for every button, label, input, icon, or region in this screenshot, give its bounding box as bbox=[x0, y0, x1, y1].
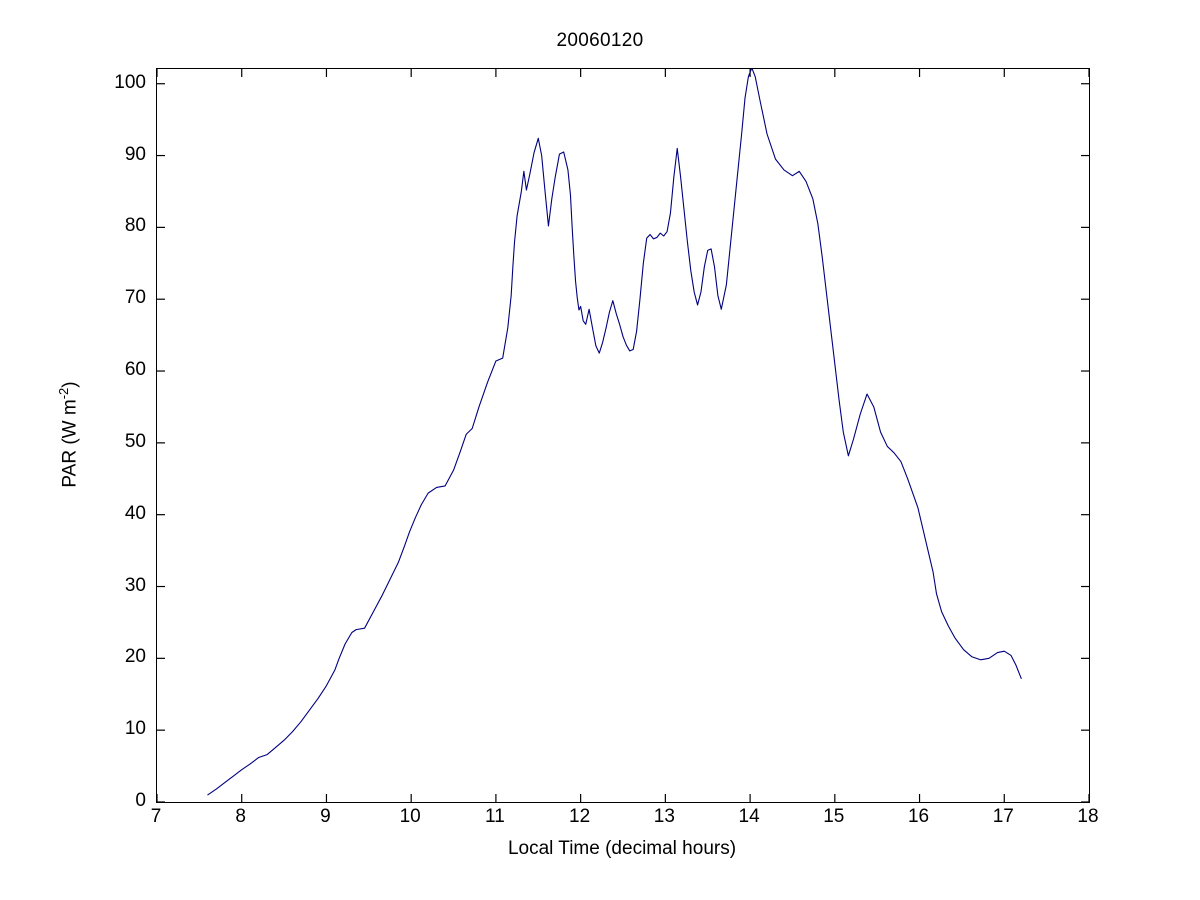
plot-svg bbox=[157, 69, 1089, 802]
data-line-par bbox=[207, 69, 1022, 796]
x-axis-label: Local Time (decimal hours) bbox=[507, 838, 737, 859]
chart-title: 20060120 bbox=[556, 30, 644, 51]
y-axis-label-tail: ) bbox=[59, 381, 81, 388]
y-tick-label-90: 90 bbox=[124, 143, 146, 165]
y-tick-label-40: 40 bbox=[124, 502, 146, 524]
x-tick-label-13: 13 bbox=[653, 806, 675, 827]
y-axis-label-exponent: -2 bbox=[56, 387, 71, 400]
x-tick-label-7: 7 bbox=[150, 806, 162, 827]
x-tick-label-18: 18 bbox=[1077, 806, 1099, 827]
x-tick-label-11: 11 bbox=[485, 806, 505, 827]
x-tick-label-8: 8 bbox=[235, 806, 247, 827]
data-series-group bbox=[207, 69, 1022, 796]
axis-ticks bbox=[157, 69, 1089, 802]
x-axis-tick-labels: 7 8 9 10 11 12 13 14 15 16 17 18 bbox=[151, 806, 1099, 836]
x-tick-label-10: 10 bbox=[399, 806, 421, 827]
plot-area bbox=[156, 68, 1090, 803]
x-tick-label-17: 17 bbox=[992, 806, 1014, 827]
y-tick-label-80: 80 bbox=[124, 215, 146, 237]
x-tick-label-15: 15 bbox=[823, 806, 845, 827]
y-tick-label-0: 0 bbox=[135, 790, 146, 811]
y-axis-label-main: PAR (W m bbox=[59, 399, 81, 488]
x-tick-label-9: 9 bbox=[320, 806, 331, 827]
x-tick-label-12: 12 bbox=[569, 806, 591, 827]
y-tick-label-20: 20 bbox=[124, 646, 146, 668]
x-tick-label-16: 16 bbox=[907, 806, 930, 827]
y-tick-label-10: 10 bbox=[124, 718, 146, 740]
x-tick-label-14: 14 bbox=[738, 806, 760, 827]
y-tick-label-100: 100 bbox=[114, 71, 146, 93]
y-axis-label: PAR (W m-2) bbox=[56, 68, 81, 801]
y-tick-label-50: 50 bbox=[124, 430, 146, 452]
y-tick-label-70: 70 bbox=[124, 287, 146, 309]
y-tick-label-30: 30 bbox=[124, 574, 146, 596]
y-tick-label-60: 60 bbox=[124, 359, 146, 381]
y-axis-tick-labels: 0 10 20 30 40 50 60 70 80 90 100 bbox=[96, 68, 146, 811]
